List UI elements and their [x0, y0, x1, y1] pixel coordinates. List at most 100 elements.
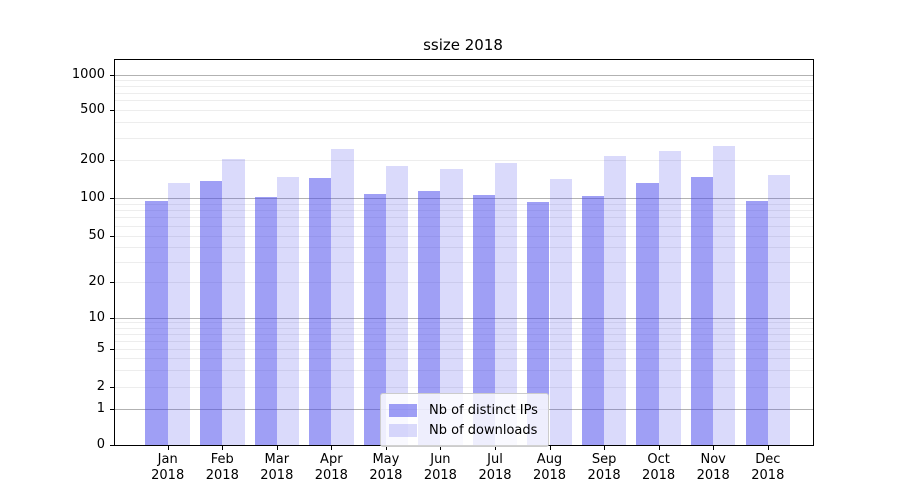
- y-axis-tick: [110, 409, 114, 410]
- y-axis-tick: [110, 197, 114, 199]
- y-axis-tick: [110, 349, 114, 350]
- bar-downloads: [385, 165, 409, 445]
- y-axis-tick-label: 0: [96, 437, 105, 452]
- gridline-minor: [115, 387, 813, 388]
- y-axis-tick: [110, 317, 114, 319]
- y-axis-tick-label: 500: [80, 101, 105, 117]
- gridline-minor: [115, 340, 813, 342]
- bar-distinct-ips: [527, 201, 550, 445]
- bar-distinct-ips: [690, 176, 714, 445]
- x-axis-tick-label-line: 2018: [696, 468, 730, 483]
- x-axis-tick-label-line: 2018: [314, 468, 348, 483]
- x-axis-tick-label-line: Sep: [591, 452, 617, 467]
- gridline-minor: [115, 247, 813, 249]
- bar-downloads: [495, 162, 518, 445]
- bar-distinct-ips: [745, 201, 768, 445]
- gridline-minor: [115, 236, 813, 237]
- x-axis-tick-label-line: Jun: [430, 452, 451, 467]
- gridline-minor: [115, 225, 813, 227]
- gridline-minor: [115, 100, 813, 102]
- gridline-minor: [115, 160, 813, 161]
- bar-downloads: [222, 158, 245, 445]
- gridline-minor: [115, 217, 813, 219]
- y-axis-tick-label: 1: [96, 401, 105, 416]
- legend-label-downloads: Nb of downloads: [429, 422, 538, 438]
- bar-distinct-ips: [254, 197, 277, 445]
- bar-downloads: [713, 146, 736, 445]
- bar-downloads: [276, 176, 300, 445]
- legend-label-distinct-ips: Nb of distinct IPs: [429, 402, 538, 418]
- bar-downloads: [440, 168, 463, 445]
- x-axis-tick-label: Jun 2018: [409, 452, 471, 484]
- x-axis-tick-label: Nov 2018: [682, 452, 744, 484]
- x-axis-tick-label-line: 2018: [751, 468, 785, 483]
- x-axis-tick-label: Jan 2018: [137, 452, 199, 484]
- gridline-minor: [115, 121, 813, 123]
- x-axis-tick-label: Apr 2018: [300, 452, 362, 484]
- y-axis-tick: [110, 236, 114, 237]
- x-axis-tick-label-line: Dec: [755, 452, 781, 467]
- gridline-minor: [115, 210, 813, 211]
- bar-distinct-ips: [472, 194, 495, 445]
- x-axis-tick: [385, 446, 387, 450]
- x-axis-tick-label-line: Jul: [487, 452, 503, 467]
- gridline-minor: [115, 358, 813, 360]
- x-axis-tick: [767, 446, 769, 450]
- x-axis-tick-label: Aug 2018: [519, 452, 581, 484]
- x-axis-tick-label-line: 2018: [205, 468, 239, 483]
- legend: Nb of distinct IPs Nb of downloads: [380, 393, 549, 447]
- bar-downloads: [549, 179, 572, 445]
- x-axis-tick: [276, 446, 278, 450]
- bar-distinct-ips: [309, 178, 332, 445]
- x-axis-tick-label-line: 2018: [423, 468, 457, 483]
- plot-area: 0 1 2 5 10 20 50 100 200 500 1000 Jan 2018 Feb 2018 Mar…: [72, 59, 814, 483]
- x-axis-tick-label: Feb 2018: [191, 452, 253, 484]
- legend-item-downloads: Nb of downloads: [389, 420, 538, 440]
- x-axis-tick-label-line: Jan: [157, 452, 178, 467]
- bar-distinct-ips: [418, 191, 441, 445]
- gridline-minor: [115, 282, 813, 283]
- x-axis-tick-label-line: Mar: [264, 452, 290, 467]
- bar-distinct-ips: [636, 183, 659, 445]
- x-axis-tick: [495, 446, 496, 450]
- gridline-minor: [115, 92, 813, 94]
- x-axis-tick: [713, 446, 715, 450]
- gridline-major: [115, 197, 813, 199]
- x-axis-tick-label-line: 2018: [478, 468, 512, 483]
- bar-downloads: [658, 151, 681, 445]
- x-axis-tick: [658, 446, 660, 450]
- x-axis-tick-label: Sep 2018: [573, 452, 635, 484]
- x-axis-tick-label-line: 2018: [642, 468, 676, 483]
- x-axis-tick: [331, 446, 333, 450]
- x-axis-tick-label-line: Aug: [536, 452, 563, 467]
- x-axis-tick-label-line: 2018: [369, 468, 403, 483]
- gridline-minor: [115, 333, 813, 335]
- gridline-major: [115, 74, 813, 76]
- x-axis-tick: [604, 446, 606, 450]
- x-axis-tick-label-line: 2018: [260, 468, 294, 483]
- x-axis-tick-label-line: 2018: [587, 468, 621, 483]
- gridline-minor: [115, 79, 813, 81]
- legend-item-distinct-ips: Nb of distinct IPs: [389, 400, 538, 420]
- x-axis-tick-label-line: Feb: [210, 452, 234, 467]
- chart-title: ssize 2018: [423, 36, 503, 54]
- bar-downloads: [604, 155, 627, 445]
- y-axis-tick-label: 20: [88, 274, 105, 289]
- bar-distinct-ips: [363, 193, 386, 445]
- legend-swatch-downloads: [389, 423, 417, 437]
- y-axis-tick: [110, 445, 114, 446]
- y-axis-tick: [110, 387, 114, 388]
- gridline-minor: [115, 261, 813, 263]
- y-axis-tick-label: 2: [96, 379, 105, 394]
- x-axis-tick: [167, 446, 169, 450]
- x-axis-tick-label: Mar 2018: [246, 452, 308, 484]
- y-axis-tick-label: 100: [80, 189, 105, 205]
- x-axis-tick: [440, 446, 442, 450]
- bar-distinct-ips: [581, 195, 605, 445]
- x-axis-tick-label-line: 2018: [151, 468, 185, 483]
- bar-downloads: [331, 149, 354, 445]
- x-axis-tick-label: Dec 2018: [737, 452, 799, 484]
- bar-downloads: [767, 174, 791, 445]
- bar-distinct-ips: [200, 180, 223, 445]
